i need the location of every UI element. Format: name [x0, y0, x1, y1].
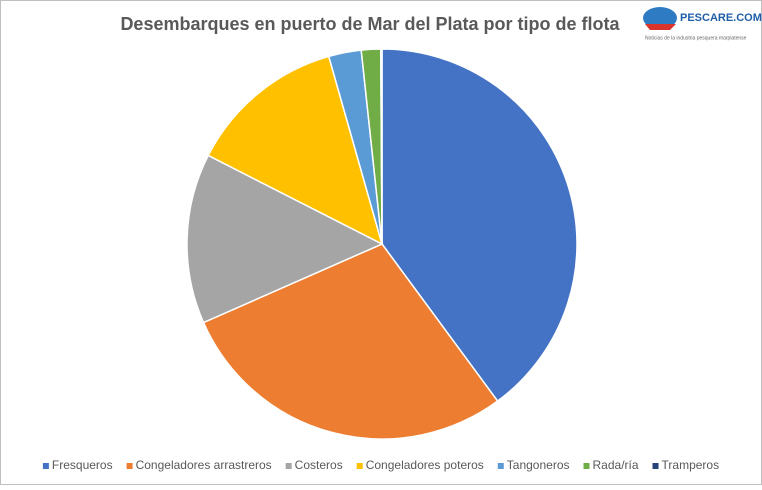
pie-slice [380, 48, 383, 245]
pie-slice [207, 55, 384, 246]
legend-label: Tangoneros [507, 458, 570, 472]
legend-label: Congeladores poteros [366, 458, 484, 472]
pie-slice [381, 48, 578, 403]
logo-icon [643, 7, 677, 29]
legend-label: Congeladores arrastreros [136, 458, 272, 472]
logo-name: PESCARE.COM.AR [680, 12, 762, 24]
logo-tagline: Noticias de la industria pesquera marpla… [645, 35, 747, 41]
logo: PESCARE.COM.AR Noticias de la industria … [643, 7, 762, 41]
pie-slice [186, 154, 384, 324]
legend-marker [652, 463, 659, 469]
legend-marker [126, 463, 133, 469]
legend-marker [285, 463, 292, 469]
legend-marker [42, 463, 49, 469]
legend-label: Rada/ría [593, 458, 639, 472]
legend-label: Fresqueros [52, 458, 113, 472]
legend-marker [497, 463, 504, 469]
legend-label: Costeros [295, 458, 343, 472]
legend-label: Tramperos [662, 458, 720, 472]
logo-boat [645, 24, 676, 30]
chart-title: Desembarques en puerto de Mar del Plata … [120, 14, 620, 34]
legend-marker [583, 463, 590, 469]
legend-marker [356, 463, 363, 469]
pie-slice [202, 243, 499, 440]
